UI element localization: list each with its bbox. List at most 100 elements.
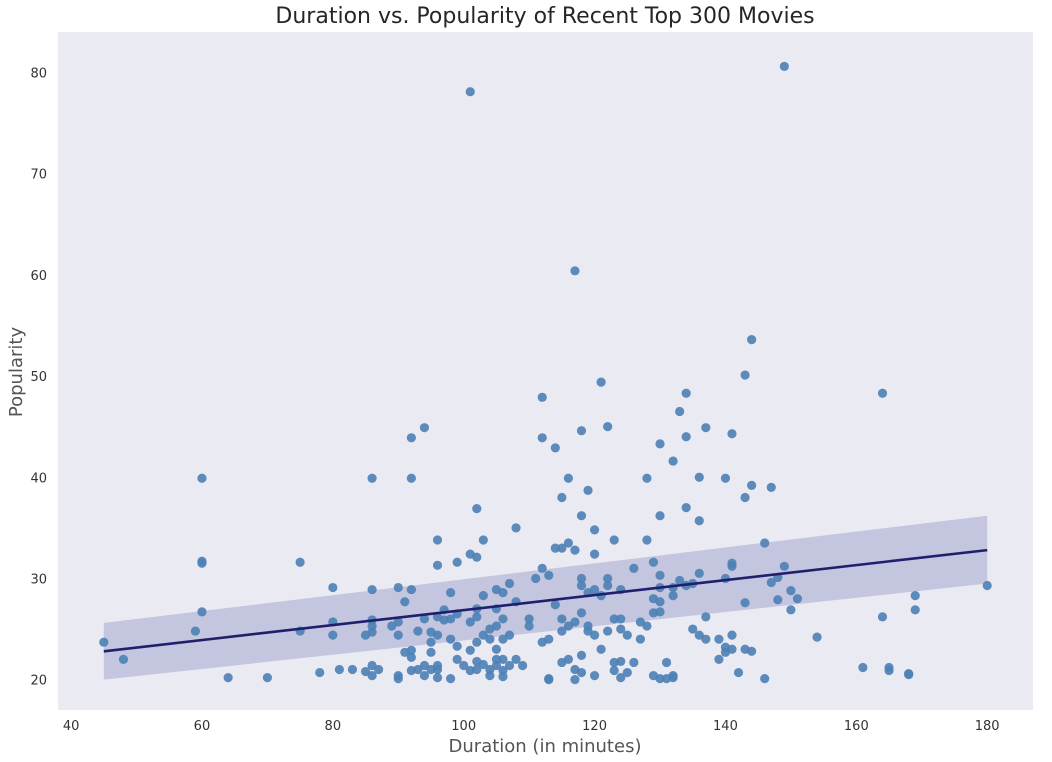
data-point [478, 535, 488, 545]
data-point [688, 624, 698, 634]
data-point [197, 607, 207, 617]
data-point [740, 492, 750, 503]
data-point [596, 644, 606, 654]
data-point [694, 472, 704, 482]
data-point [616, 673, 626, 683]
data-point [295, 557, 305, 567]
data-point [118, 654, 129, 665]
data-point [498, 614, 508, 624]
data-point [432, 560, 443, 570]
data-point [766, 577, 776, 588]
data-point [589, 670, 600, 681]
x-tick-labels: 40 60 80 100 120 140 160 180 [63, 719, 1000, 734]
data-point [367, 473, 377, 483]
data-point [747, 480, 757, 490]
data-point [537, 392, 547, 402]
data-point [99, 637, 109, 647]
data-point [531, 573, 541, 584]
data-point [262, 673, 272, 683]
data-point [609, 614, 619, 624]
data-point [570, 266, 580, 276]
data-point [701, 423, 711, 433]
data-point [406, 584, 416, 595]
y-tick-label: 50 [30, 370, 47, 385]
data-point [413, 626, 423, 636]
data-point [347, 664, 358, 675]
data-point [504, 578, 515, 589]
data-point [446, 614, 456, 624]
data-point [491, 644, 502, 654]
data-point [406, 652, 416, 662]
x-tick-label: 120 [582, 719, 607, 734]
data-point [884, 665, 894, 676]
data-point [668, 591, 678, 601]
data-point [760, 674, 770, 684]
data-point [406, 645, 416, 655]
data-point [504, 630, 515, 640]
data-point [576, 573, 587, 584]
x-tick-label: 180 [975, 719, 1000, 734]
data-point [740, 370, 750, 380]
data-point [550, 600, 560, 610]
data-point [328, 582, 338, 593]
y-tick-label: 70 [30, 168, 47, 183]
data-point [504, 660, 515, 671]
data-point [616, 624, 626, 634]
data-point [603, 573, 613, 584]
confidence-band-layer [103, 515, 988, 680]
data-point [524, 621, 534, 631]
data-point [511, 523, 521, 533]
data-point [570, 617, 580, 627]
x-tick-label: 140 [713, 719, 738, 734]
data-point [603, 422, 613, 432]
data-point [406, 433, 416, 443]
y-tick-labels: 20 30 40 50 60 70 80 [30, 66, 47, 688]
y-tick-label: 60 [30, 269, 47, 284]
data-point [393, 617, 403, 627]
data-point [747, 646, 757, 656]
data-point [472, 664, 482, 675]
data-point [570, 675, 580, 685]
data-point [812, 632, 822, 642]
regression-line [103, 548, 988, 653]
data-point [550, 543, 560, 553]
data-point [367, 627, 377, 637]
data-point [367, 670, 377, 681]
data-point [661, 657, 672, 668]
data-point [701, 634, 711, 644]
data-point [190, 626, 201, 636]
data-point [472, 612, 482, 622]
data-point [655, 597, 665, 607]
data-point [452, 654, 462, 665]
data-point [740, 598, 750, 608]
data-point [635, 634, 645, 644]
data-point [589, 549, 600, 559]
data-point [524, 614, 534, 624]
y-tick-label: 30 [30, 572, 47, 587]
data-point [419, 423, 430, 433]
data-point [517, 660, 528, 671]
x-tick-label: 100 [451, 719, 476, 734]
chart-title: Duration vs. Popularity of Recent Top 30… [275, 4, 814, 29]
data-point [616, 614, 626, 624]
data-point [655, 570, 665, 581]
data-point [576, 667, 587, 678]
data-point [655, 439, 665, 449]
y-tick-label: 20 [30, 674, 47, 689]
data-point [315, 667, 325, 678]
data-point [328, 630, 338, 640]
data-point [642, 621, 652, 631]
x-axis-label: Duration (in minutes) [449, 736, 642, 757]
data-point [609, 535, 619, 545]
data-point [655, 674, 665, 684]
data-point [589, 584, 600, 595]
data-point [727, 429, 737, 439]
data-point [478, 659, 488, 670]
x-tick-label: 80 [325, 719, 342, 734]
data-point [714, 654, 724, 665]
data-point [720, 473, 731, 483]
data-point [786, 605, 796, 615]
data-point [472, 552, 482, 562]
data-point [550, 443, 560, 453]
